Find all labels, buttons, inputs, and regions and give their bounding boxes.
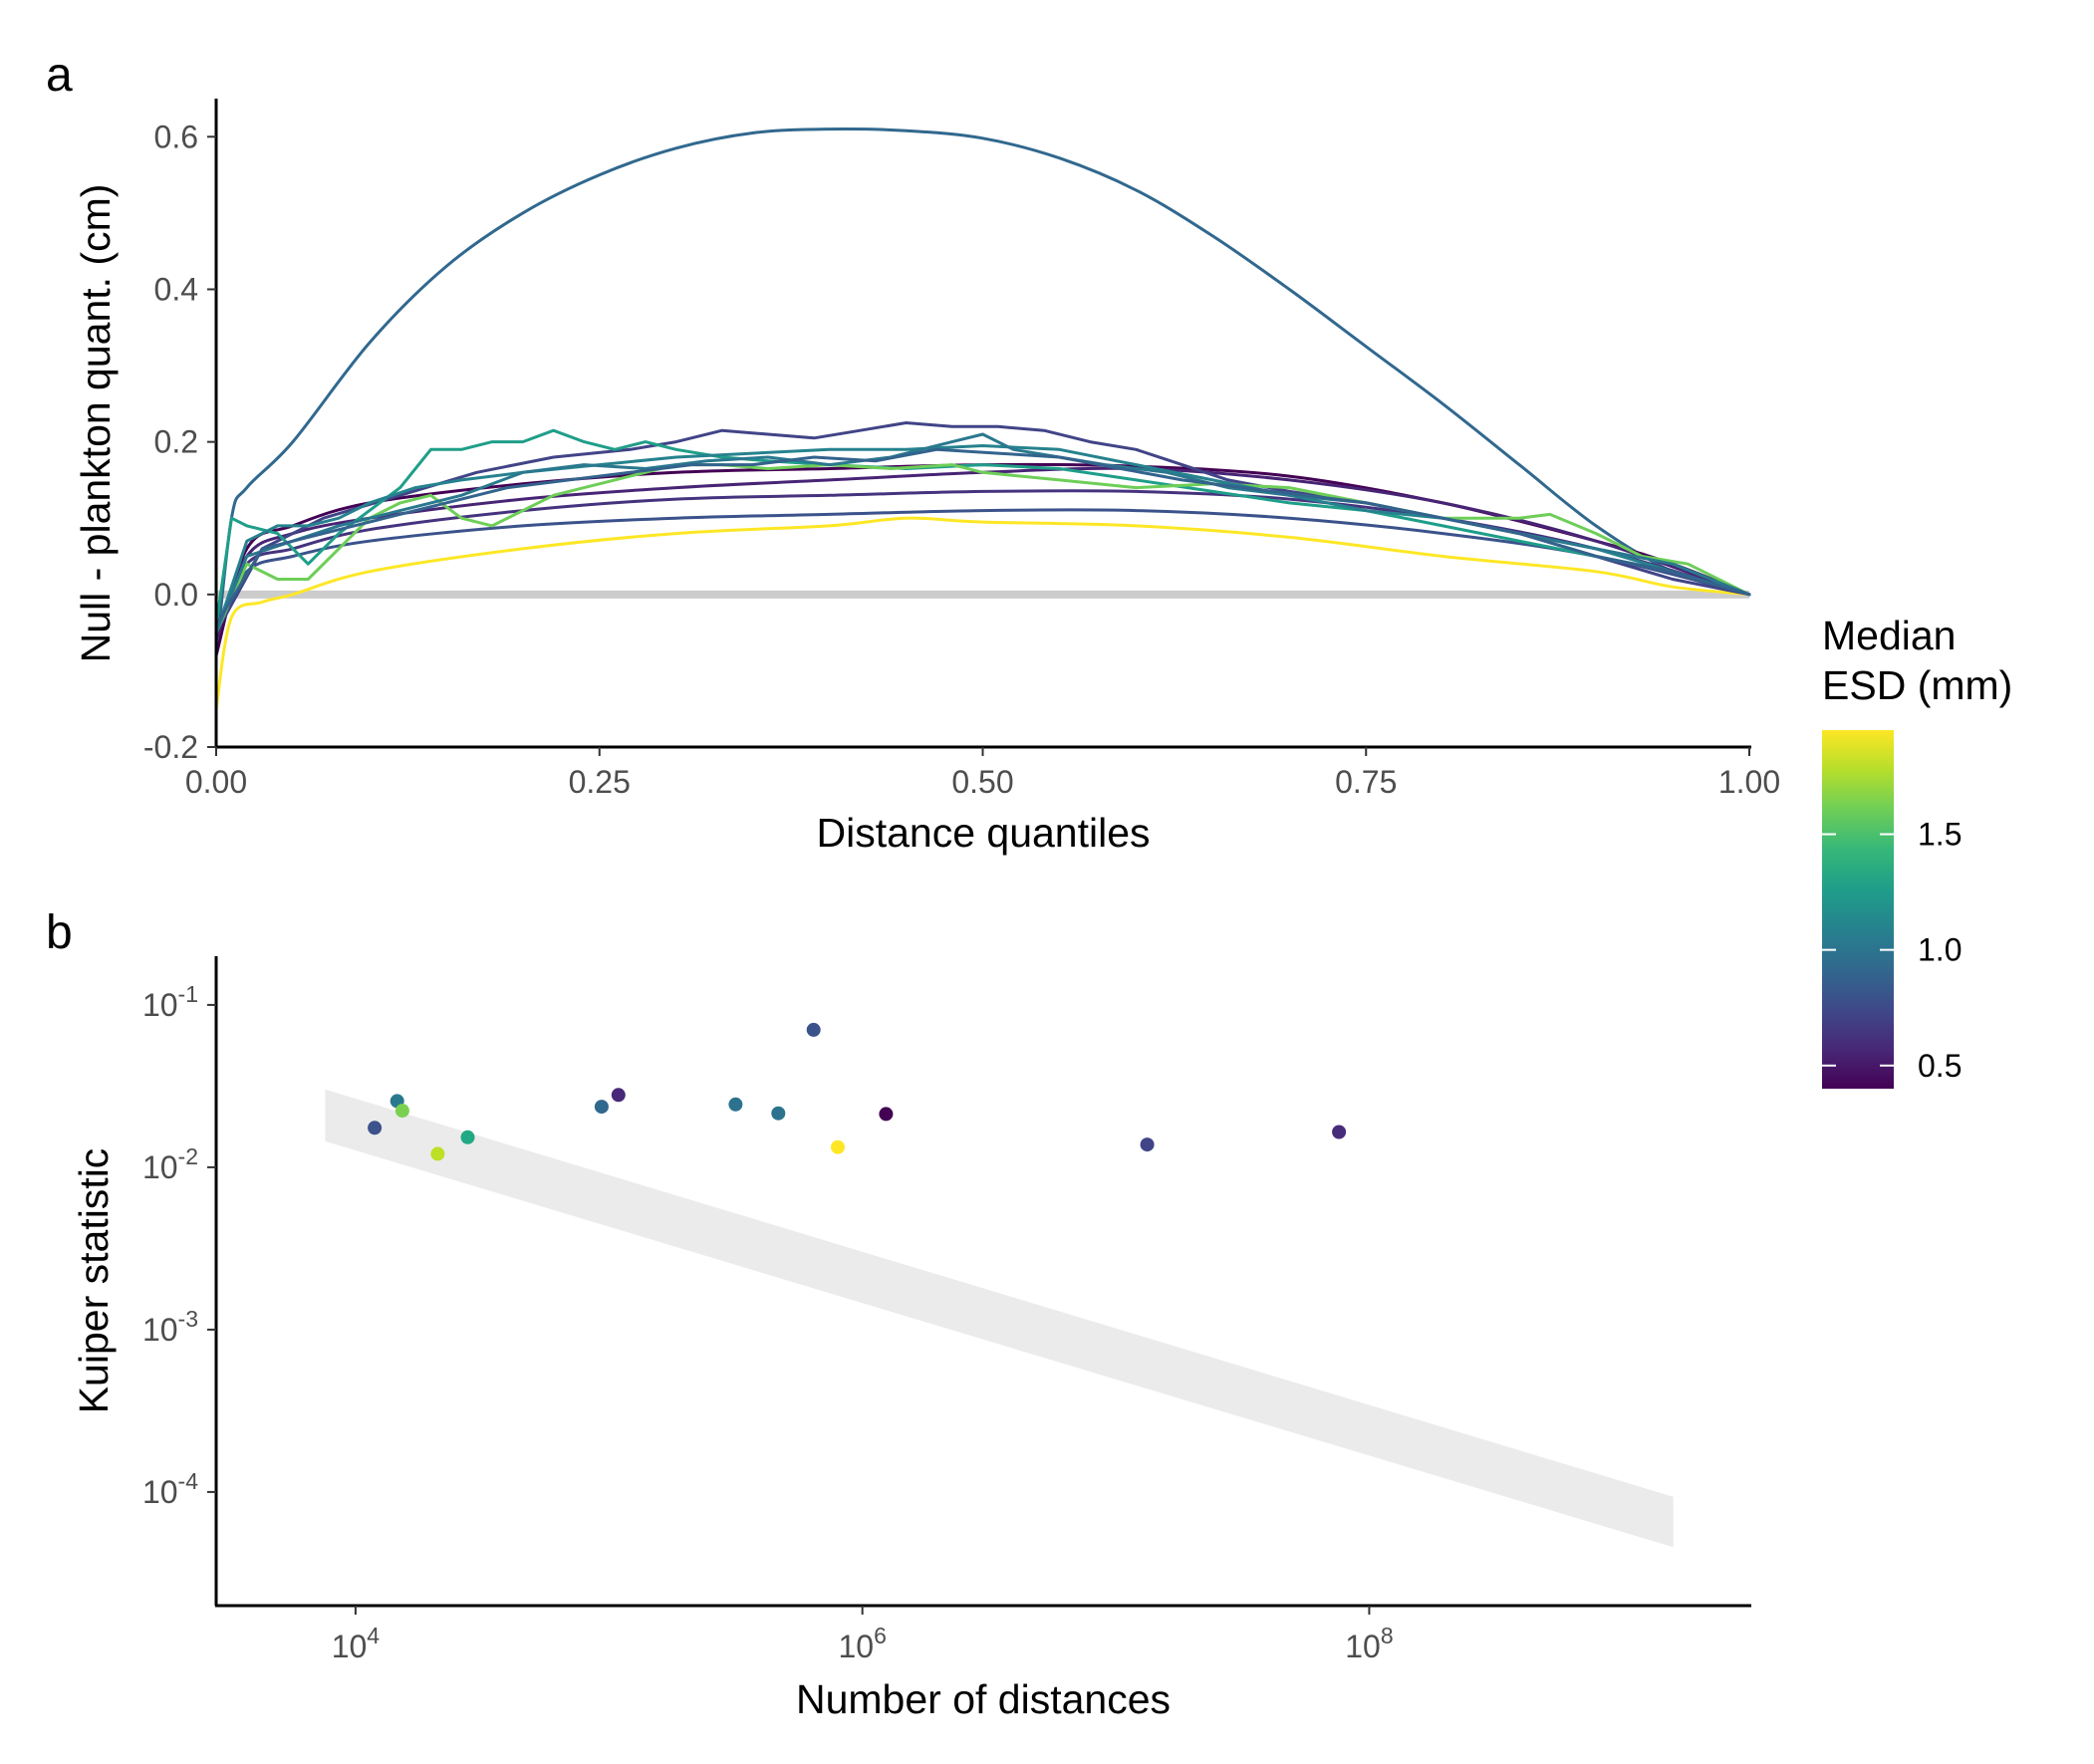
colorbar-tick-label: 1.5: [1918, 817, 1962, 853]
x-tick-label: 0.75: [1335, 764, 1397, 800]
colorbar-tick-label: 0.5: [1918, 1048, 1962, 1084]
x-tick-label: 1.00: [1718, 764, 1780, 800]
scatter-point: [430, 1146, 445, 1161]
scatter-point: [1332, 1125, 1347, 1139]
panel-a: a -0.20.00.20.40.6 0.00 0.25 0.50 0.75 1.00 …: [46, 49, 1780, 856]
y-tick-label: 0.0: [154, 577, 198, 613]
y-tick-label-exponent: -3: [178, 1306, 198, 1332]
x-tick-label: 0.00: [185, 764, 247, 800]
scatter-point: [728, 1097, 743, 1112]
y-tick-label: 10-3: [142, 1306, 198, 1348]
x-tick-label: 0.25: [569, 764, 631, 800]
x-ticks: 0.00 0.25 0.50 0.75 1.00: [185, 747, 1780, 800]
scatter-point: [771, 1106, 786, 1121]
expected-range-band: [325, 1089, 1674, 1548]
colorbar: [1822, 730, 1894, 1089]
x-axis-title: Number of distances: [796, 1676, 1171, 1722]
series-line-6: [214, 516, 1751, 711]
scatter-point: [394, 1104, 409, 1119]
x-tick-label: 106: [838, 1623, 886, 1664]
series-line-12: [214, 447, 1751, 627]
series-line-1: [214, 126, 1751, 657]
line-series-group: [214, 126, 1751, 711]
scatter-points-group: [368, 1022, 1347, 1161]
y-tick-label-exponent: -1: [178, 981, 198, 1007]
series-line-3: [214, 466, 1751, 642]
panel-a-tag: a: [46, 49, 73, 102]
scatter-point: [879, 1107, 894, 1122]
legend-title-line2: ESD (mm): [1822, 662, 2012, 708]
scatter-point: [831, 1139, 845, 1154]
color-legend: Median ESD (mm) 0.5 1.0 1.5: [1822, 613, 2012, 1089]
y-tick-label-exponent: -2: [178, 1143, 198, 1169]
x-tick-label: 104: [332, 1623, 381, 1664]
x-axis-title: Distance quantiles: [816, 810, 1150, 856]
y-tick-label: 10-4: [142, 1468, 198, 1510]
x-tick-label-exponent: 6: [874, 1623, 887, 1648]
scatter-point: [460, 1130, 475, 1144]
y-tick-label-exponent: -4: [178, 1468, 199, 1494]
y-tick-label: 0.6: [154, 119, 198, 154]
colorbar-tick-label: 1.0: [1918, 932, 1962, 968]
y-tick-label-base: 10: [142, 1474, 178, 1510]
x-tick-label-base: 10: [332, 1629, 368, 1664]
y-ticks: 10-110-210-310-4: [142, 981, 216, 1510]
scatter-point: [611, 1088, 626, 1103]
y-tick-label: 10-2: [142, 1143, 198, 1185]
x-tick-label-exponent: 8: [1381, 1623, 1394, 1648]
scatter-point: [806, 1022, 821, 1037]
x-tick-label-base: 10: [1345, 1629, 1381, 1664]
panel-b: b 10-110-210-310-4 104 106 108 Number of d…: [46, 906, 1751, 1722]
scatter-point: [1140, 1137, 1155, 1152]
y-tick-label-base: 10: [142, 1312, 178, 1348]
y-tick-label: -0.2: [143, 729, 198, 765]
y-tick-label-base: 10: [142, 1149, 178, 1185]
y-axis-title: Kuiper statistic: [71, 1148, 117, 1414]
x-tick-label: 0.50: [951, 764, 1013, 800]
y-ticks: -0.2 0.0 0.2 0.4 0.6: [143, 119, 216, 765]
panel-b-tag: b: [46, 906, 73, 959]
series-line-4: [214, 508, 1751, 634]
y-axis-title: Null - plankton quant. (cm): [73, 184, 119, 663]
x-tick-label-exponent: 4: [367, 1623, 380, 1648]
y-tick-label: 10-1: [142, 981, 198, 1023]
scatter-point: [368, 1121, 383, 1135]
scatter-point: [594, 1100, 609, 1115]
series-line-9: [214, 463, 1751, 634]
x-tick-label-base: 10: [838, 1629, 874, 1664]
y-tick-label: 0.2: [154, 424, 198, 460]
x-tick-label: 108: [1345, 1623, 1393, 1664]
colorbar-ticks: 0.5 1.0 1.5: [1822, 817, 1962, 1084]
series-line-7: [214, 421, 1751, 634]
y-tick-label-base: 10: [142, 987, 178, 1023]
y-tick-label: 0.4: [154, 271, 198, 307]
x-ticks: 104 106 108: [332, 1606, 1394, 1664]
legend-title-line1: Median: [1822, 613, 1956, 658]
